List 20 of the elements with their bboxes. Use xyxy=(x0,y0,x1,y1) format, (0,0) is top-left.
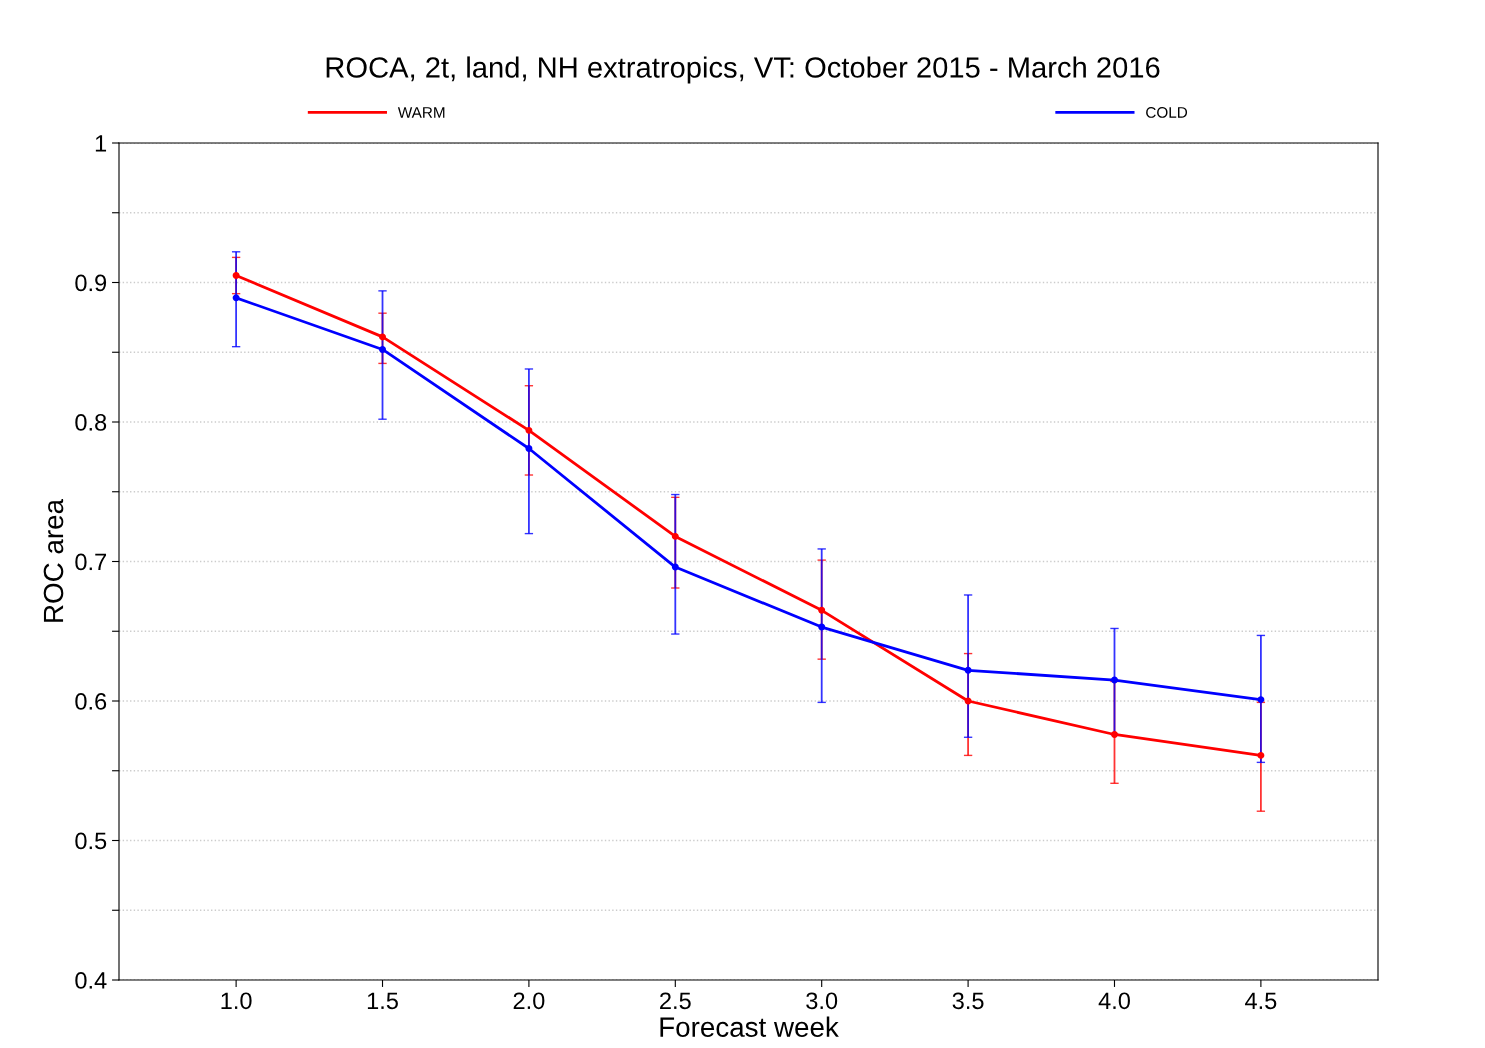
legend-label: COLD xyxy=(1146,107,1188,118)
x-tick-label: 1.0 xyxy=(221,992,252,1010)
x-tick-label: 2.0 xyxy=(513,992,545,1010)
y-tick-label: 0.5 xyxy=(75,832,107,850)
x-tick-label: 4.0 xyxy=(1098,992,1130,1010)
y-tick-label: 0.4 xyxy=(75,972,107,989)
y-tick-label: 0.8 xyxy=(75,414,107,431)
x-tick-label: 3.5 xyxy=(952,992,984,1010)
x-tick-label: 1.5 xyxy=(367,992,398,1010)
y-tick-label: 1 xyxy=(95,135,107,152)
x-tick-label: 4.5 xyxy=(1245,992,1277,1010)
x-tick-label: 3.0 xyxy=(806,992,838,1010)
x-tick-label: 2.5 xyxy=(660,992,691,1010)
chart-title: ROCA, 2t, land, NH extratropics, VT: October 2015 - March 2016 xyxy=(326,56,1160,84)
y-axis-title: ROC area xyxy=(43,498,64,622)
y-tick-label: 0.6 xyxy=(75,693,107,710)
legend-label: WARM xyxy=(397,107,445,118)
y-tick-label: 0.7 xyxy=(75,553,107,571)
y-tick-label: 0.9 xyxy=(75,274,107,292)
x-axis-title: Forecast week xyxy=(660,1016,839,1037)
